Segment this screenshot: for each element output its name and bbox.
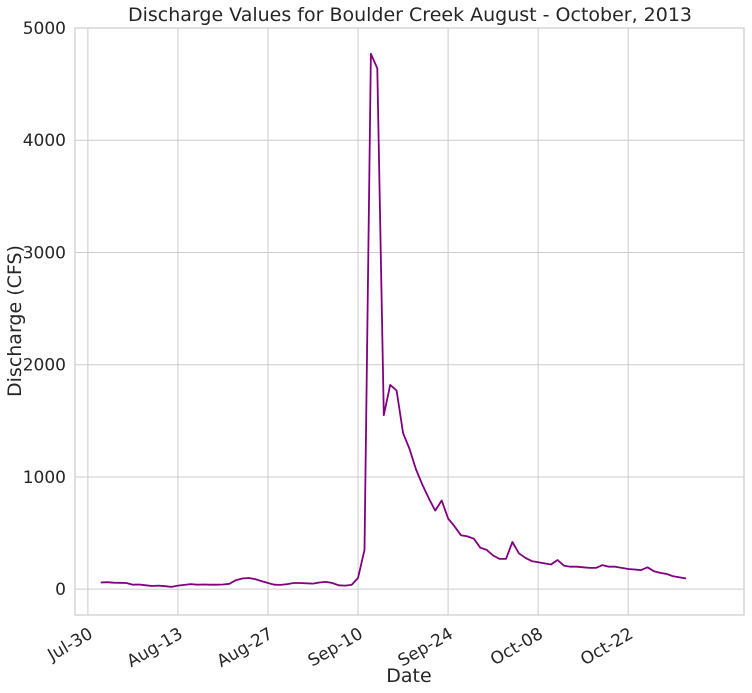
y-tick-label: 4000 xyxy=(23,131,66,151)
x-axis-label: Date xyxy=(386,665,431,687)
x-tick-label: Aug-27 xyxy=(214,624,277,672)
y-axis-label: Discharge (CFS) xyxy=(4,245,26,397)
grid-lines xyxy=(75,27,744,615)
x-tick-label: Oct-22 xyxy=(577,624,637,670)
x-tick-label: Oct-08 xyxy=(487,624,547,670)
plot-frame xyxy=(74,27,745,616)
x-axis-ticks: Jul-30 Aug-13 Aug-27 Sep-10 Sep-24 Oct-08 Oct-… xyxy=(44,624,637,672)
y-axis-ticks: 0 1000 2000 3000 4000 5000 xyxy=(23,19,66,600)
y-tick-label: 0 xyxy=(55,580,66,600)
x-tick-label: Aug-13 xyxy=(124,624,187,672)
y-tick-label: 3000 xyxy=(23,243,66,263)
x-tick-label: Sep-10 xyxy=(305,624,367,671)
x-tick-label: Jul-30 xyxy=(44,624,97,666)
y-tick-label: 1000 xyxy=(23,468,66,488)
y-tick-label: 2000 xyxy=(23,356,66,376)
discharge-series-line xyxy=(100,52,687,588)
chart-title: Discharge Values for Boulder Creek Augus… xyxy=(128,4,692,26)
y-tick-label: 5000 xyxy=(23,19,66,39)
